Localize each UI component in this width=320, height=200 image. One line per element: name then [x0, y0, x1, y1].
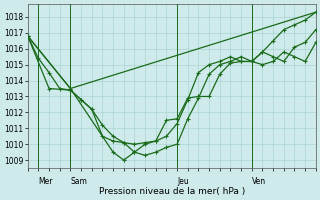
Text: Ven: Ven	[252, 177, 266, 186]
Text: Mer: Mer	[38, 177, 53, 186]
X-axis label: Pression niveau de la mer( hPa ): Pression niveau de la mer( hPa )	[99, 187, 245, 196]
Text: Sam: Sam	[70, 177, 87, 186]
Text: Jeu: Jeu	[177, 177, 189, 186]
